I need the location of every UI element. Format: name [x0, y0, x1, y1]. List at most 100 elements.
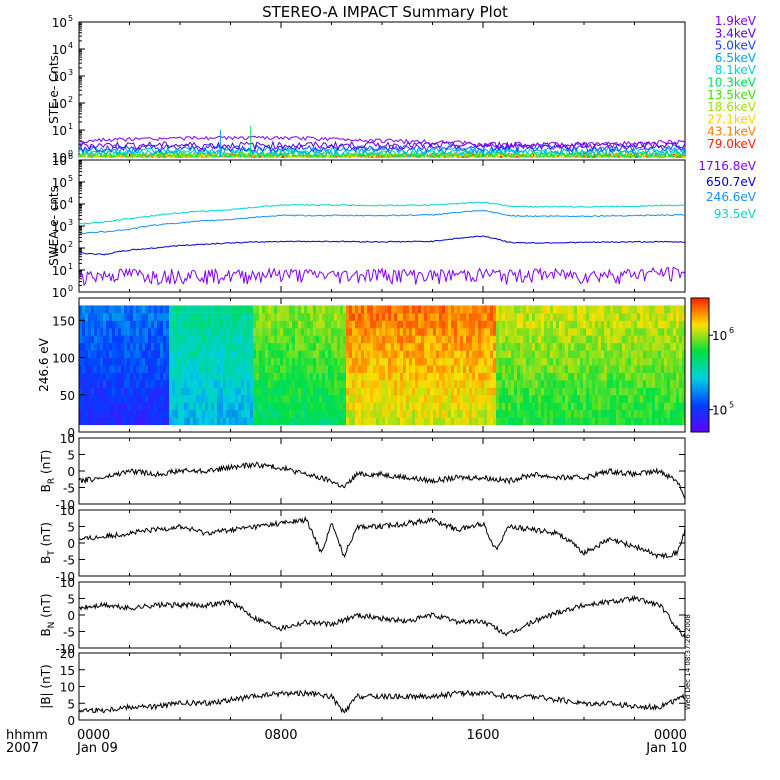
pad-cell: [85, 320, 88, 329]
pad-cell: [136, 387, 139, 396]
swea-ytick-exp: 3: [68, 218, 73, 227]
pad-cell: [400, 320, 403, 329]
pad-cell: [478, 365, 481, 373]
pad-cell: [334, 305, 337, 314]
pad-cell: [622, 402, 625, 411]
pad-cell: [202, 335, 205, 344]
pad-cell: [268, 335, 271, 344]
pad-cell: [568, 409, 571, 418]
pad-cell: [508, 357, 511, 366]
pad-cell: [292, 327, 295, 336]
pad-cell: [541, 365, 544, 373]
pad-cell: [409, 365, 412, 373]
pad-cell: [568, 417, 571, 426]
pad-cell: [130, 417, 133, 426]
pad-cell: [268, 357, 271, 366]
pad-cell: [85, 402, 88, 411]
pad-cell: [283, 394, 286, 403]
pad-cell: [97, 305, 100, 314]
pad-cell: [139, 409, 142, 418]
pad-cell: [103, 379, 106, 388]
pad-cell: [574, 305, 577, 314]
pad-cell: [301, 305, 304, 314]
pad-cell: [454, 342, 457, 351]
pad-cell: [499, 417, 502, 426]
pad-cell: [619, 417, 622, 426]
pad-cell: [457, 320, 460, 329]
pad-cell: [298, 379, 301, 388]
pad-cell: [268, 372, 271, 381]
pad-cell: [313, 312, 316, 321]
pad-cell: [220, 320, 223, 329]
pad-cell: [532, 305, 535, 314]
pad-cell: [619, 387, 622, 396]
pad-cell: [208, 417, 211, 426]
pad-cell: [451, 350, 454, 359]
pad-cell: [637, 320, 640, 329]
pad-cell: [130, 379, 133, 388]
pad-ylabel: 246.6 eV: [37, 337, 51, 392]
pad-cell: [253, 350, 256, 359]
pad-cell: [256, 409, 259, 418]
pad-cell: [565, 350, 568, 359]
pad-cell: [190, 327, 193, 336]
pad-cell: [505, 305, 508, 314]
pad-cell: [133, 409, 136, 418]
ste-ytick-label: 10: [52, 43, 67, 57]
pad-cell: [427, 394, 430, 403]
pad-cell: [313, 394, 316, 403]
pad-cell: [646, 335, 649, 344]
pad-cell: [148, 350, 151, 359]
pad-cell: [223, 357, 226, 366]
pad-cell: [118, 409, 121, 418]
pad-cell: [577, 409, 580, 418]
pad-cell: [223, 327, 226, 336]
pad-cell: [601, 305, 604, 314]
pad-cell: [397, 372, 400, 381]
pad-cell: [595, 350, 598, 359]
pad-cell: [673, 372, 676, 381]
pad-cell: [472, 342, 475, 351]
pad-cell: [217, 357, 220, 366]
bn-ytick-label: 10: [60, 576, 75, 590]
pad-cell: [241, 350, 244, 359]
pad-cell: [115, 312, 118, 321]
pad-cell: [592, 320, 595, 329]
pad-cell: [274, 372, 277, 381]
pad-cell: [91, 387, 94, 396]
pad-cell: [298, 335, 301, 344]
pad-cell: [307, 342, 310, 351]
pad-cell: [346, 394, 349, 403]
pad-cell: [661, 342, 664, 351]
pad-cell: [502, 365, 505, 373]
pad-cell: [298, 417, 301, 426]
pad-cell: [628, 312, 631, 321]
time-tick-label: 0000: [654, 728, 687, 743]
pad-cell: [541, 372, 544, 381]
pad-cell: [160, 417, 163, 426]
pad-cell: [133, 387, 136, 396]
pad-cell: [526, 409, 529, 418]
pad-cell: [400, 350, 403, 359]
pad-cell: [679, 357, 682, 366]
pad-cell: [553, 409, 556, 418]
pad-cell: [502, 305, 505, 314]
pad-cell: [487, 365, 490, 373]
pad-cell: [445, 357, 448, 366]
pad-cell: [319, 305, 322, 314]
pad-cell: [544, 379, 547, 388]
pad-cell: [655, 409, 658, 418]
pad-cell: [349, 327, 352, 336]
pad-cell: [151, 379, 154, 388]
pad-cell: [157, 335, 160, 344]
pad-cell: [184, 365, 187, 373]
pad-cell: [529, 394, 532, 403]
pad-cell: [160, 350, 163, 359]
pad-cell: [562, 387, 565, 396]
pad-cell: [292, 417, 295, 426]
pad-cell: [493, 357, 496, 366]
pad-cell: [154, 387, 157, 396]
pad-cell: [379, 365, 382, 373]
pad-cell: [640, 335, 643, 344]
pad-cell: [226, 335, 229, 344]
